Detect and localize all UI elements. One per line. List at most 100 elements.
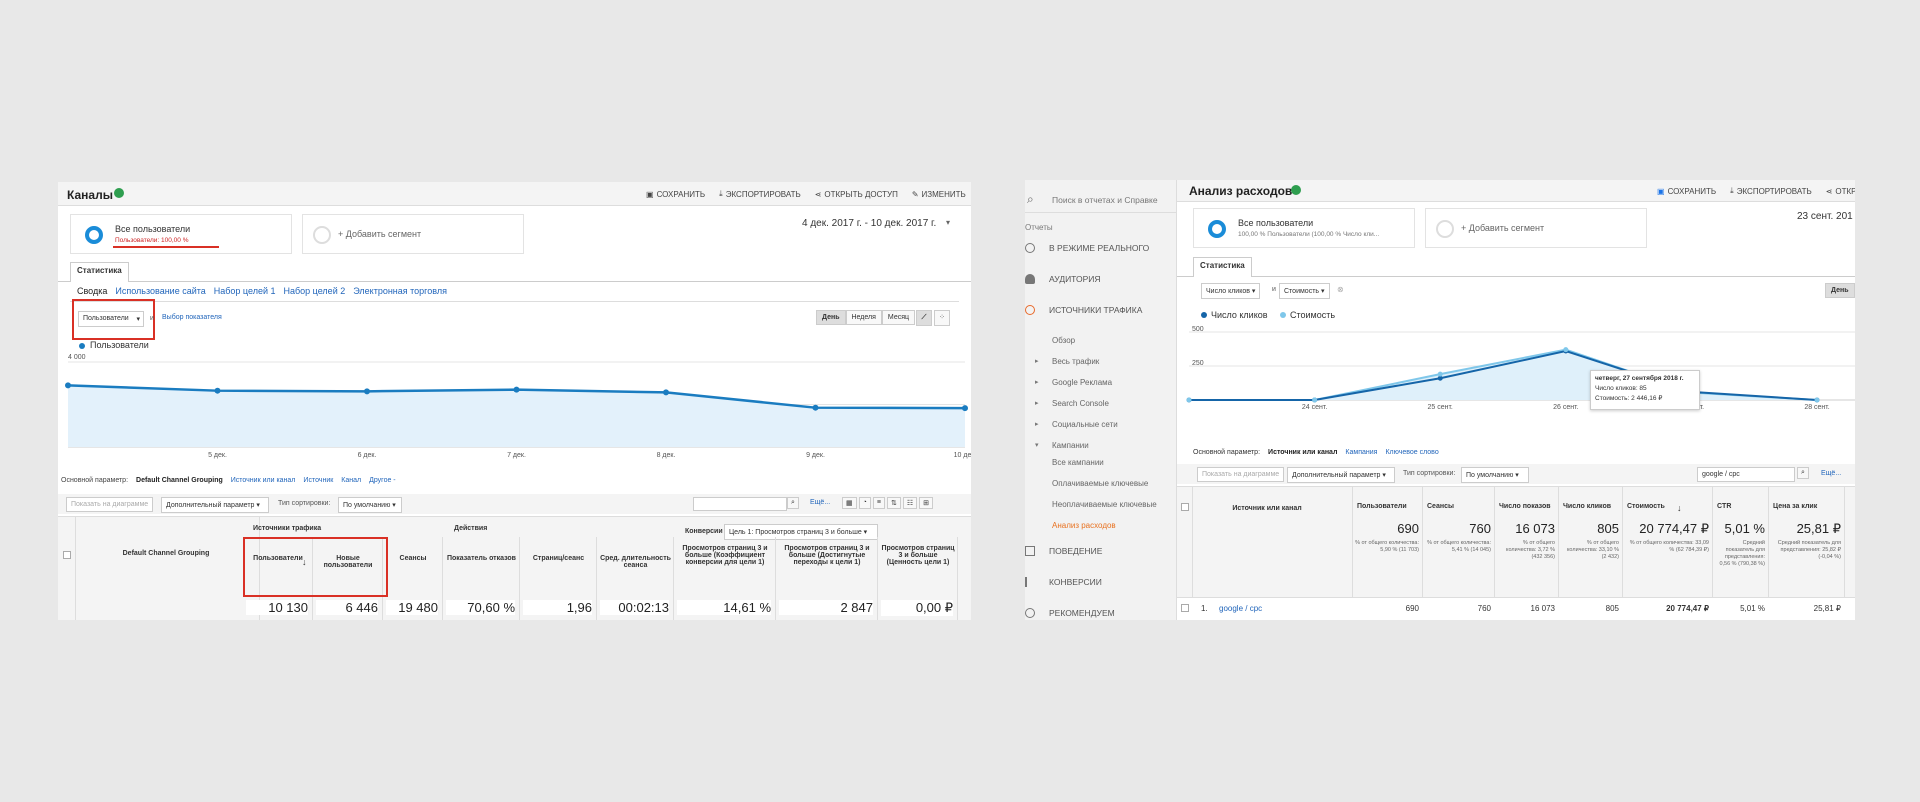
plot-rows-button[interactable]: Показать на диаграмме <box>66 497 154 512</box>
column-header[interactable]: Страниц/сеанс <box>532 555 585 562</box>
dim-other[interactable]: Другое - <box>369 477 396 484</box>
row-name-link[interactable]: google / cpc <box>1219 604 1263 613</box>
expand-icon[interactable]: ▸ <box>1035 400 1039 407</box>
expand-icon[interactable]: ▾ <box>1035 442 1039 449</box>
close-icon[interactable]: ⊗ <box>1337 285 1344 294</box>
line-chart-icon[interactable]: ⟋ <box>916 310 932 326</box>
select-all-checkbox[interactable] <box>63 551 71 559</box>
search-icon[interactable]: ⌕ <box>1027 192 1034 206</box>
column-header[interactable]: Просмотров страниц 3 и больше (Достигнут… <box>784 545 870 566</box>
subtab-goal-set-2[interactable]: Набор целей 2 <box>283 286 346 296</box>
expand-icon[interactable]: ▸ <box>1035 379 1039 386</box>
expand-icon[interactable]: ▸ <box>1035 421 1039 428</box>
export-button[interactable]: ⤓ ЭКСПОРТИРОВАТЬ <box>1730 186 1812 196</box>
sort-type-select[interactable]: По умолчанию ▾ <box>338 497 402 513</box>
expand-icon[interactable]: ▸ <box>1035 358 1039 365</box>
sidebar-item-realtime[interactable]: В РЕЖИМЕ РЕАЛЬНОГО <box>1025 243 1149 253</box>
sidebar-item-audience[interactable]: АУДИТОРИЯ <box>1025 274 1101 284</box>
date-range[interactable]: 4 дек. 2017 г. - 10 дек. 2017 г. <box>802 218 937 229</box>
share-button[interactable]: ⋖ОТКРЫ <box>1825 186 1855 196</box>
dim-medium[interactable]: Канал <box>341 477 362 484</box>
dim-column-header[interactable]: Default Channel Grouping <box>122 550 210 557</box>
sidebar-subitem[interactable]: Google Реклама <box>1052 378 1113 387</box>
export-button[interactable]: ⤓ ЭКСПОРТИРОВАТЬ <box>719 189 801 199</box>
column-header[interactable]: Показатель отказов <box>447 555 516 562</box>
sidebar-campaign-item[interactable]: Неоплачиваемые ключевые <box>1052 500 1157 509</box>
row-checkbox[interactable] <box>1181 604 1189 612</box>
tab-statistics[interactable]: Статистика <box>70 262 129 282</box>
subtab-goal-set-1[interactable]: Набор целей 1 <box>213 286 276 296</box>
period-day-button[interactable]: День <box>816 310 846 325</box>
sort-arrow-icon[interactable]: ↓ <box>302 557 307 567</box>
column-header[interactable]: CTR <box>1717 503 1732 510</box>
dim-source[interactable]: Источник <box>303 477 334 484</box>
sidebar-item-discover[interactable]: РЕКОМЕНДУЕМ <box>1025 608 1115 618</box>
column-header[interactable]: Сред. длительность сеанса <box>600 555 671 569</box>
share-button[interactable]: ⋖ ОТКРЫТЬ ДОСТУП <box>814 189 898 199</box>
segment-all-users[interactable]: Все пользователи Пользователи: 100,00 % <box>70 214 292 254</box>
compare-view-icon[interactable]: ⇅ <box>886 497 901 509</box>
sidebar-item-acquisition[interactable]: ИСТОЧНИКИ ТРАФИКА <box>1025 305 1142 315</box>
column-header[interactable]: Сеансы <box>1427 503 1454 510</box>
sidebar-subitem[interactable]: Search Console <box>1052 399 1109 408</box>
more-link[interactable]: Ещё... <box>1821 470 1842 477</box>
sidebar-campaign-item[interactable]: Анализ расходов <box>1052 521 1116 530</box>
sidebar-subitem[interactable]: Обзор <box>1052 336 1076 345</box>
sidebar-campaign-item[interactable]: Все кампании <box>1052 458 1104 467</box>
column-header[interactable]: Сеансы <box>399 555 427 562</box>
dim-keyword[interactable]: Ключевое слово <box>1385 449 1439 456</box>
chevron-down-icon[interactable]: ▾ <box>946 218 951 227</box>
column-header[interactable]: Число кликов <box>1563 503 1612 510</box>
dim-campaign[interactable]: Кампания <box>1345 449 1378 456</box>
sort-arrow-icon[interactable]: ↓ <box>1677 503 1682 513</box>
dim-source-medium[interactable]: Источник или канал <box>1268 449 1338 456</box>
table-view-icon[interactable]: ▦ <box>842 497 857 509</box>
metric2-select[interactable]: Стоимость ▾ <box>1279 283 1330 299</box>
goal-select[interactable]: Цель 1: Просмотров страниц 3 и больше ▾ <box>724 524 878 540</box>
sidebar-search-input[interactable]: Поиск в отчетах и Справке <box>1052 195 1158 205</box>
period-week-button[interactable]: Неделя <box>845 310 882 325</box>
term-cloud-icon[interactable]: ☷ <box>902 497 918 509</box>
period-day-button[interactable]: День <box>1825 283 1855 298</box>
column-header[interactable]: Число показов <box>1499 503 1551 510</box>
sidebar-subitem[interactable]: Весь трафик <box>1052 357 1100 366</box>
motion-chart-icon[interactable]: ⁘ <box>934 310 950 326</box>
metric1-select[interactable]: Число кликов ▾ <box>1201 283 1261 299</box>
save-button[interactable]: ▣ СОХРАНИТЬ <box>646 189 706 199</box>
add-segment-button[interactable]: + Добавить сегмент <box>302 214 524 254</box>
subtab-site-usage[interactable]: Использование сайта <box>115 286 206 296</box>
save-button[interactable]: ▣ СОХРАНИТЬ <box>1657 186 1717 196</box>
select-all-checkbox[interactable] <box>1181 503 1189 511</box>
sort-type-select[interactable]: По умолчанию ▾ <box>1461 467 1529 483</box>
choose-metric-link[interactable]: Выбор показателя <box>162 314 222 321</box>
column-header[interactable]: Новые пользователи <box>323 555 373 569</box>
sidebar-item-behavior[interactable]: ПОВЕДЕНИЕ <box>1025 546 1102 556</box>
plot-rows-button[interactable]: Показать на диаграмме <box>1197 467 1285 482</box>
pivot-view-icon[interactable]: ⊞ <box>919 497 933 509</box>
segment-all-users[interactable]: Все пользователи 100,00 % Пользователи (… <box>1193 208 1415 248</box>
subtab-summary[interactable]: Сводка <box>77 286 108 296</box>
column-header[interactable]: Пользователи <box>1357 503 1407 510</box>
column-header[interactable]: Стоимость <box>1627 503 1665 510</box>
tab-statistics[interactable]: Статистика <box>1193 257 1252 277</box>
more-link[interactable]: Ещё... <box>810 499 831 506</box>
period-month-button[interactable]: Месяц <box>881 310 916 325</box>
performance-view-icon[interactable]: ≡ <box>872 497 885 509</box>
edit-button[interactable]: ✎ ИЗМЕНИТЬ <box>911 189 966 199</box>
search-icon[interactable]: ⌕ <box>1797 467 1809 479</box>
sidebar-item-conversions[interactable]: КОНВЕРСИИ <box>1025 577 1102 587</box>
secondary-dimension-select[interactable]: Дополнительный параметр ▾ <box>1287 467 1395 483</box>
pie-view-icon[interactable]: ◔ <box>858 497 871 509</box>
subtab-ecommerce[interactable]: Электронная торговля <box>353 286 447 296</box>
dim-source-medium[interactable]: Источник или канал <box>230 477 296 484</box>
add-segment-button[interactable]: + Добавить сегмент <box>1425 208 1647 248</box>
date-range[interactable]: 23 сент. 201 <box>1797 211 1853 222</box>
table-search-input[interactable] <box>693 497 787 511</box>
table-search-input[interactable]: google / cpc <box>1697 467 1795 482</box>
search-icon[interactable]: ⌕ <box>787 497 799 509</box>
dim-column-header[interactable]: Источник или канал <box>1232 505 1302 512</box>
sidebar-subitem[interactable]: Кампании <box>1052 441 1089 450</box>
secondary-dimension-select[interactable]: Дополнительный параметр ▾ <box>161 497 269 513</box>
column-header[interactable]: Цена за клик <box>1773 503 1818 510</box>
metric-select[interactable]: Пользователи ▾ <box>78 311 144 327</box>
